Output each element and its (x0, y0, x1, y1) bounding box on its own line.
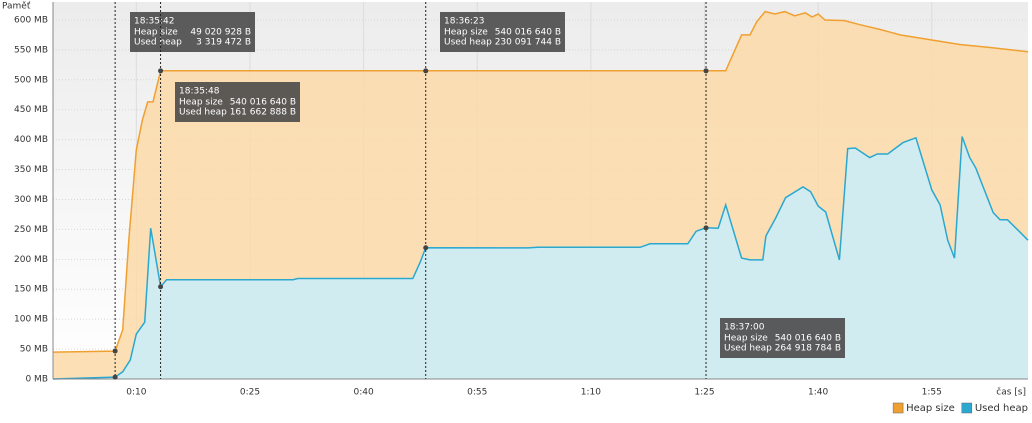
legend-label: Heap size (906, 403, 955, 414)
y-tick-label: 400 MB (14, 135, 48, 145)
tooltip-value: 230 091 744 B (495, 38, 561, 48)
y-tick-label: 500 MB (14, 75, 48, 85)
x-tick-label: 1:25 (694, 388, 714, 398)
tooltip-label: Heap size (724, 334, 768, 344)
x-tick-label: 0:40 (353, 388, 373, 398)
x-axis-title: čas [s] (996, 387, 1026, 398)
annotation-point (158, 68, 164, 74)
legend-swatch (892, 402, 904, 414)
tooltip-value: 540 016 640 B (495, 28, 561, 38)
series-line (52, 10, 1029, 353)
tooltip-label: Heap size (134, 28, 178, 38)
x-tick-label: 1:55 (922, 388, 942, 398)
tooltip-label: Used heap (179, 108, 227, 118)
tooltip-value: 49 020 928 B (190, 28, 251, 38)
annotation-point (112, 348, 118, 354)
y-tick-label: 250 MB (14, 225, 48, 235)
y-tick-label: 150 MB (14, 285, 48, 295)
y-tick-label: 100 MB (14, 315, 48, 325)
x-tick-label: 0:55 (467, 388, 487, 398)
y-tick-label: 200 MB (14, 255, 48, 265)
tooltip-value: 264 918 784 B (775, 344, 841, 354)
legend-swatch (961, 402, 973, 414)
annotation-point (703, 225, 709, 231)
tooltip-label: Heap size (179, 98, 223, 108)
x-tick-label: 1:10 (581, 388, 601, 398)
tooltip-label: Used heap (724, 344, 772, 354)
y-tick-label: 50 MB (20, 345, 48, 355)
tooltip-time: 18:35:42 (134, 17, 174, 27)
tooltip-box (175, 82, 300, 122)
tooltip-value: 161 662 888 B (230, 108, 296, 118)
y-tick-label: 300 MB (14, 195, 48, 205)
tooltip-box (130, 12, 255, 52)
y-tick-label: 0 MB (25, 375, 48, 385)
x-tick-label: 1:40 (808, 388, 828, 398)
series-line (52, 136, 1029, 380)
tooltip-value: 3 319 472 B (196, 38, 251, 48)
legend-label: Used heap (975, 403, 1028, 414)
y-tick-label: 450 MB (14, 105, 48, 115)
annotation-point (423, 245, 429, 251)
annotation-point (703, 68, 709, 74)
tooltip-label: Heap size (444, 28, 488, 38)
x-tick-label: 0:25 (240, 388, 260, 398)
tooltip-time: 18:35:48 (179, 87, 220, 97)
tooltip-time: 18:36:23 (444, 17, 484, 27)
y-axis-title: Paměť (2, 2, 31, 12)
tooltip-label: Used heap (444, 38, 492, 48)
y-tick-label: 350 MB (14, 165, 48, 175)
y-tick-label: 550 MB (14, 45, 48, 55)
tooltip-label: Used heap (134, 38, 182, 48)
tooltip-box (440, 12, 565, 52)
y-tick-label: 600 MB (14, 15, 48, 25)
x-tick-label: 0:10 (126, 388, 146, 398)
tooltip-value: 540 016 640 B (775, 334, 841, 344)
annotation-point (423, 68, 429, 74)
tooltip-value: 540 016 640 B (230, 98, 296, 108)
tooltip-box (720, 318, 845, 358)
tooltip-time: 18:37:00 (724, 323, 765, 333)
annotation-point (112, 374, 118, 380)
annotation-point (158, 284, 164, 290)
